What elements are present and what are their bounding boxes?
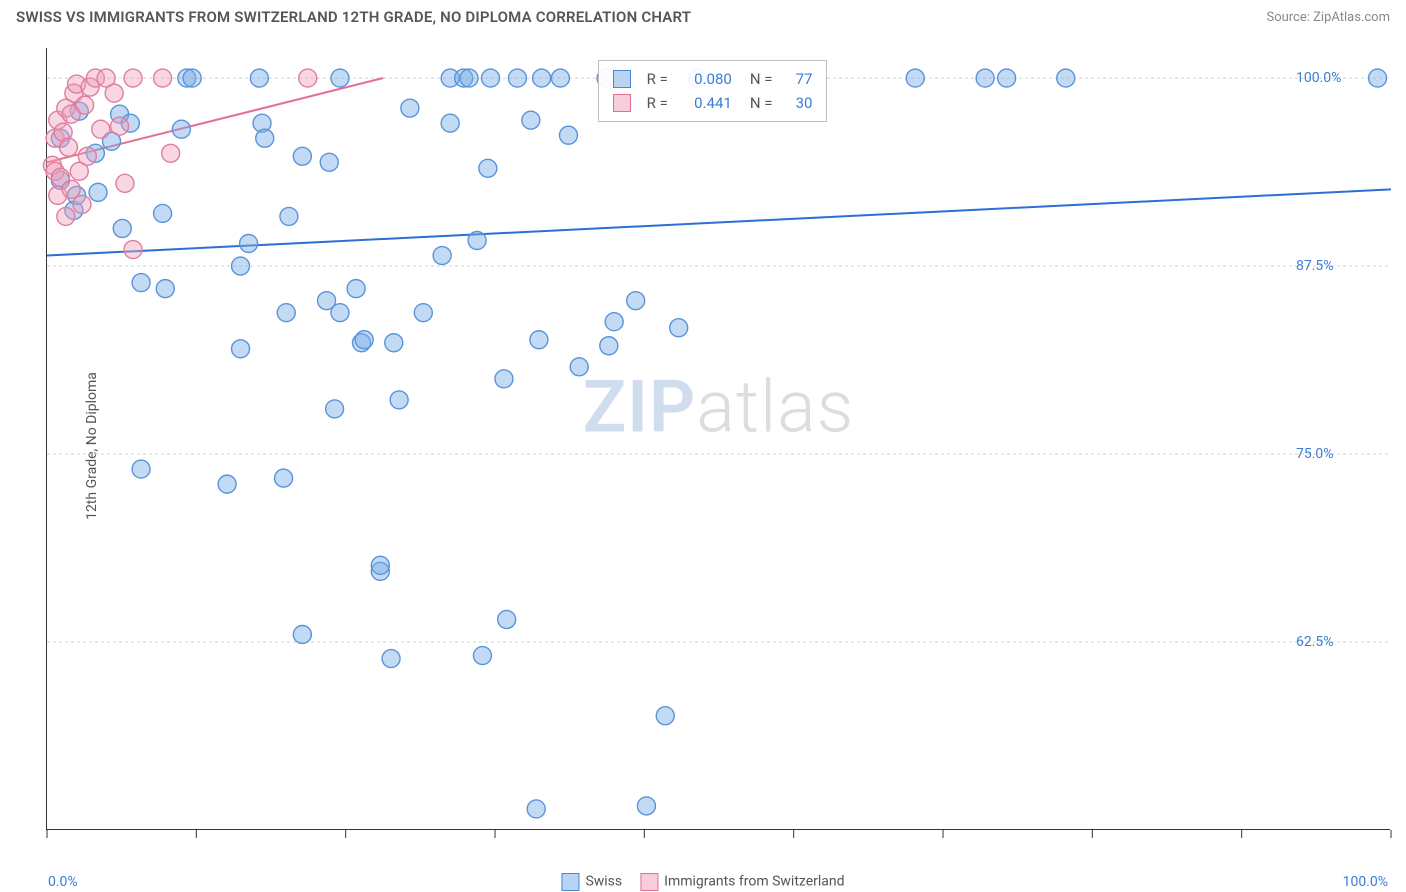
stats-row: R = 0.441 N = 30: [613, 91, 813, 115]
legend-swatch: [640, 873, 658, 891]
y-tick-label: 87.5%: [1296, 258, 1334, 274]
stat-r-value: 0.441: [678, 91, 732, 115]
legend-item: Swiss: [561, 873, 622, 891]
stat-n-value: 77: [782, 67, 812, 91]
source-label: Source: ZipAtlas.com: [1266, 10, 1390, 25]
chart-title: SWISS VS IMMIGRANTS FROM SWITZERLAND 12T…: [16, 8, 691, 26]
legend-item: Immigrants from Switzerland: [640, 873, 844, 891]
stats-swatch: [613, 70, 631, 88]
x-min-label: 0.0%: [48, 874, 78, 890]
x-max-label: 100.0%: [1343, 874, 1388, 890]
legend-label: Swiss: [585, 874, 622, 890]
y-tick-label: 75.0%: [1296, 446, 1334, 462]
plot-svg: [47, 48, 1390, 829]
stat-n-label: N =: [750, 67, 773, 91]
plot-area: ZIPatlas R =0.080N =77R =0.441N =30 62.5…: [46, 48, 1390, 830]
bottom-legend-items: Swiss Immigrants from Switzerland: [561, 873, 844, 891]
stat-n-value: 30: [782, 91, 812, 115]
y-tick-label: 100.0%: [1296, 70, 1341, 86]
stat-r-label: R =: [647, 91, 668, 115]
stats-swatch: [613, 94, 631, 112]
stat-r-label: R =: [647, 67, 668, 91]
legend-swatch: [561, 873, 579, 891]
stat-n-label: N =: [750, 91, 773, 115]
stats-row: R = 0.080 N = 77: [613, 67, 813, 91]
header-row: SWISS VS IMMIGRANTS FROM SWITZERLAND 12T…: [0, 0, 1406, 30]
legend-label: Immigrants from Switzerland: [664, 874, 844, 890]
y-tick-label: 62.5%: [1296, 634, 1334, 650]
stat-r-value: 0.080: [678, 67, 732, 91]
stats-panel: R = 0.080 N = 77 R = 0.441 N = 30: [598, 60, 828, 122]
